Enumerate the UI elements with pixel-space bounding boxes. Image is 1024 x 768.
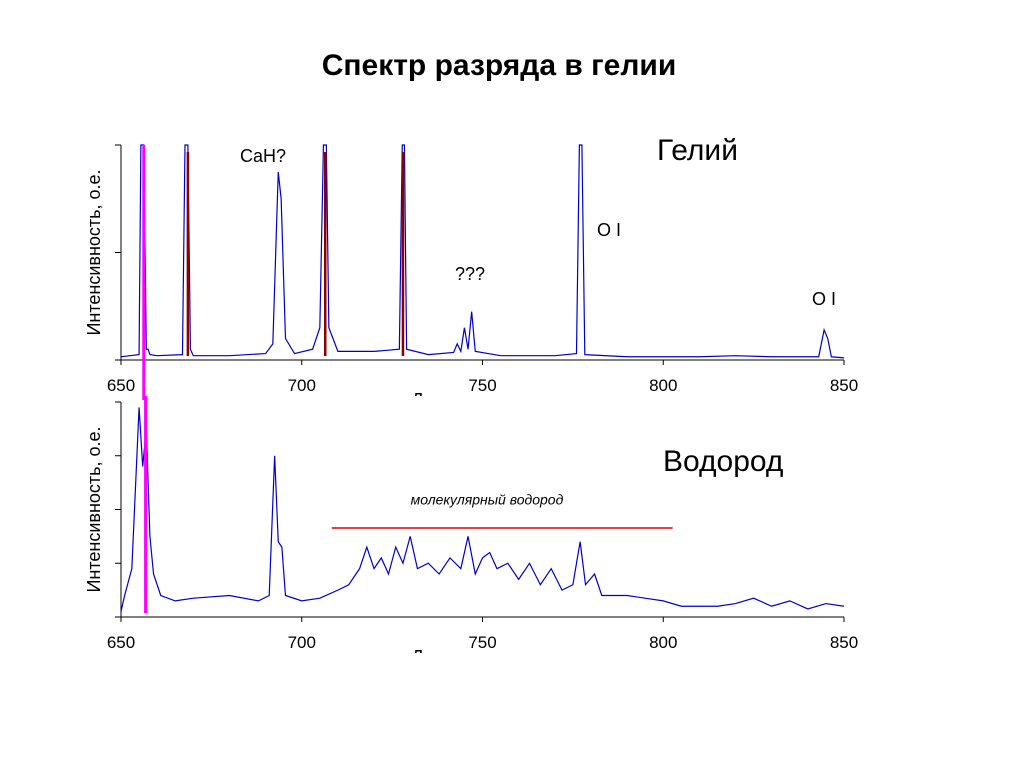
y-axis-label: Интенсивность, о.е. bbox=[84, 426, 104, 592]
x-tick-label: 850 bbox=[830, 376, 858, 395]
x-tick-label: 650 bbox=[107, 376, 135, 395]
x-tick-label: 750 bbox=[468, 633, 496, 652]
annotation: O I bbox=[812, 289, 836, 309]
x-axis-label: Длина волны, нм bbox=[411, 390, 553, 410]
annotation: ??? bbox=[455, 264, 485, 284]
spectrum-line bbox=[120, 144, 845, 359]
annotation: CaH? bbox=[240, 146, 286, 166]
x-tick-label: 850 bbox=[830, 633, 858, 652]
y-axis-label: Интенсивность, о.е. bbox=[84, 169, 104, 335]
x-tick-label: 750 bbox=[468, 376, 496, 395]
x-tick-label: 700 bbox=[288, 376, 316, 395]
x-tick-label: 700 bbox=[288, 633, 316, 652]
spectrum-line bbox=[120, 407, 845, 612]
annotation: Гелий bbox=[657, 134, 738, 167]
band-label: молекулярный водород bbox=[411, 492, 564, 508]
x-tick-label: 800 bbox=[649, 633, 677, 652]
x-tick-label: 800 bbox=[649, 376, 677, 395]
annotation: O I bbox=[597, 220, 621, 240]
slide-title: Спектр разряда в гелии bbox=[322, 49, 677, 82]
annotation: Водород bbox=[663, 445, 783, 478]
x-axis-label: Длина волны, нм bbox=[411, 647, 553, 667]
x-tick-label: 650 bbox=[107, 633, 135, 652]
